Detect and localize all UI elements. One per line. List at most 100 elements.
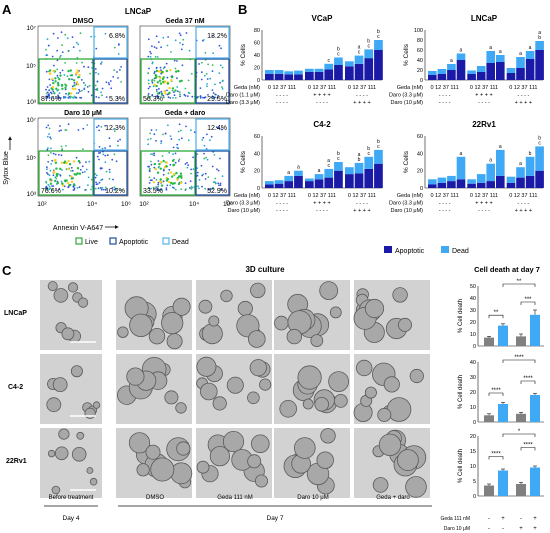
- significance-letter: c: [377, 144, 380, 150]
- significance-letter: b: [367, 38, 370, 44]
- flow-dense-dot: [155, 69, 159, 73]
- flow-dense-dot: [67, 160, 70, 163]
- flow-event-dot: [169, 184, 172, 187]
- spheroid: [71, 446, 87, 462]
- apoptotic-bar: [324, 69, 334, 80]
- live-gate: [140, 58, 196, 104]
- apoptotic-bar: [314, 71, 324, 80]
- flow-dense-dot: [64, 84, 68, 87]
- flow-event-dot: [220, 188, 222, 191]
- flow-event-dot: [173, 91, 175, 93]
- spheroid: [161, 311, 184, 335]
- flow-event-dot: [119, 69, 121, 71]
- flow-event-dot: [119, 138, 121, 141]
- flow-event-dot: [157, 41, 160, 43]
- panel-c: 3D culture Cell death at day 7 Before tr…: [4, 265, 544, 532]
- col-dmso: DMSO: [146, 495, 164, 501]
- flow-event-dot: [155, 95, 157, 98]
- flow-event-dot: [52, 185, 55, 188]
- flow-event-dot: [109, 80, 112, 82]
- flow-dense-dot: [63, 161, 66, 164]
- spheroid: [61, 327, 75, 341]
- treatment-cell: + + + +: [353, 100, 370, 106]
- flow-event-dot: [52, 152, 55, 155]
- flow-event-dot: [161, 155, 164, 157]
- flow-event-dot: [98, 146, 101, 148]
- chart-ylabel: % Cell death: [458, 299, 464, 333]
- flow-event-dot: [117, 140, 119, 143]
- flow-event-dot: [160, 140, 163, 143]
- flow-dense-dot: [54, 158, 57, 162]
- flow-dense-dot: [156, 171, 160, 174]
- flow-event-dot: [71, 78, 73, 81]
- flow-event-dot: [174, 161, 177, 164]
- y-tick-label: 60: [254, 134, 260, 140]
- flow-event-dot: [95, 88, 97, 91]
- treatment-cell: 0 12 37 111: [268, 193, 296, 199]
- flow-event-dot: [221, 66, 224, 69]
- flow-event-dot: [113, 69, 116, 71]
- flow-event-dot: [63, 96, 66, 98]
- flow-dense-dot: [67, 167, 70, 171]
- flow-dense-dot: [175, 171, 178, 175]
- flow-event-dot: [98, 158, 100, 161]
- flow-event-dot: [150, 163, 153, 166]
- apoptotic-bar: [437, 74, 447, 80]
- spheroid: [176, 441, 191, 456]
- flow-event-dot: [95, 96, 98, 98]
- flow-event-dot: [163, 66, 166, 68]
- significance-stars: *: [518, 429, 521, 435]
- flow-event-dot: [202, 136, 205, 139]
- flow-event-dot: [192, 156, 195, 159]
- flow-event-dot: [147, 82, 150, 85]
- apoptotic-bar: [506, 73, 516, 80]
- y-tick-label: 0: [257, 78, 260, 84]
- dead-bar: [437, 69, 447, 74]
- flow-event-dot: [207, 63, 210, 66]
- significance-letter: c: [327, 163, 330, 169]
- spheroid: [396, 449, 419, 472]
- flow-event-dot: [218, 184, 220, 187]
- flow-dense-dot: [177, 175, 181, 178]
- spheroid: [208, 315, 220, 327]
- live-percent: 33.5%: [143, 188, 163, 195]
- flow-event-dot: [96, 87, 99, 90]
- daro-sign: -: [502, 526, 504, 532]
- spheroid: [364, 298, 385, 319]
- flow-event-dot: [155, 35, 158, 38]
- flow-dense-dot: [59, 74, 62, 77]
- flow-event-dot: [72, 46, 75, 48]
- apoptotic-bar: [428, 184, 437, 188]
- day7-label: Day 7: [267, 515, 284, 522]
- dead-bar: [506, 68, 516, 73]
- flow-event-dot: [47, 154, 50, 157]
- treatment-cell: 0 12 37 111: [431, 85, 459, 91]
- significance-bracket: [520, 301, 536, 305]
- apoptotic-bar: [334, 65, 343, 80]
- flow-event-dot: [104, 161, 107, 164]
- flow-dense-dot: [171, 175, 174, 178]
- apoptotic-bar: [374, 163, 383, 188]
- spheroid: [333, 393, 348, 408]
- flow-x-tick: 10⁶: [223, 201, 233, 208]
- flow-x-tick: 10⁴: [87, 201, 97, 208]
- flow-dense-dot: [171, 87, 175, 90]
- spheroid: [392, 287, 408, 303]
- flow-event-dot: [111, 187, 114, 189]
- flow-event-dot: [63, 74, 66, 76]
- flow-event-dot: [77, 129, 80, 131]
- flow-dense-dot: [54, 77, 57, 80]
- flow-event-dot: [72, 186, 75, 188]
- flow-event-dot: [48, 93, 50, 95]
- spheroid: [117, 326, 129, 338]
- flow-event-dot: [155, 186, 158, 188]
- flow-event-dot: [219, 81, 222, 84]
- apoptotic-bar: [265, 184, 274, 188]
- flow-event-dot: [45, 95, 48, 98]
- flow-y-tick: 10⁷: [26, 25, 36, 32]
- spheroid: [320, 428, 336, 444]
- cell-death-bar: [516, 413, 526, 423]
- flow-event-dot: [50, 137, 52, 140]
- flow-event-dot: [211, 70, 214, 72]
- y-tick-label: 20: [417, 169, 423, 175]
